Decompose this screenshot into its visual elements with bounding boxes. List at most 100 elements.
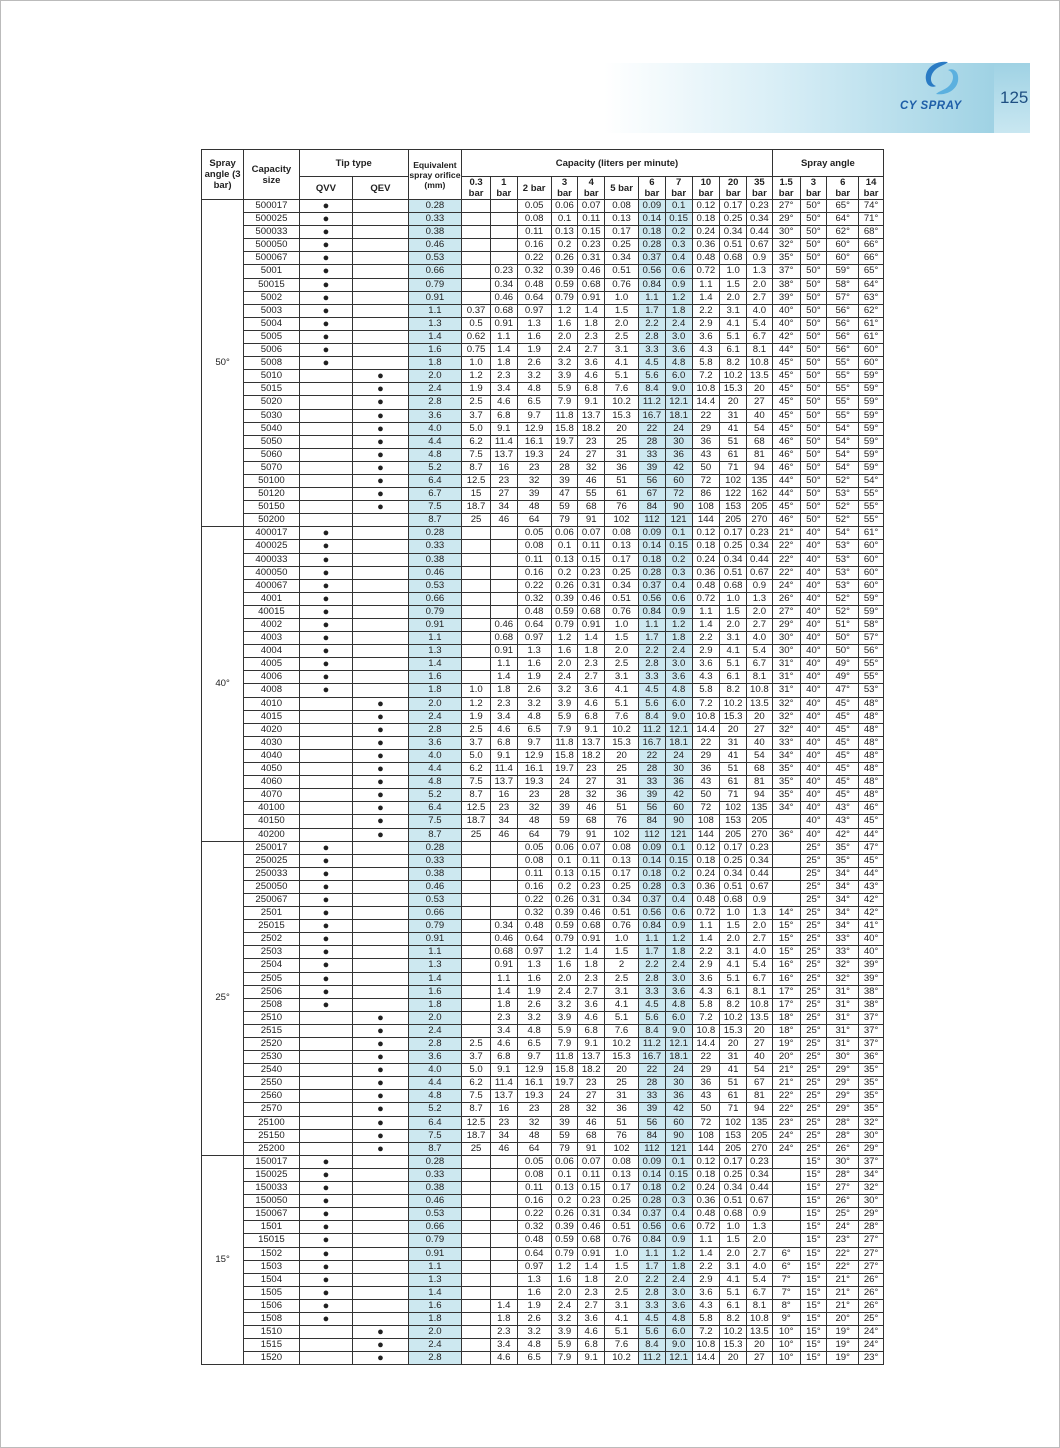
angle-cell: 35° — [771, 788, 801, 803]
capacity-cell: 0.59 — [550, 277, 579, 292]
capacity-cell: 3.2 — [550, 1311, 579, 1327]
angle-cell: 15° — [799, 1194, 828, 1209]
capacity-col-pressure: 6 — [649, 177, 655, 189]
capacity-cell: 81 — [746, 447, 773, 462]
qev-dot-icon: ● — [352, 762, 409, 777]
table-row: 2530 ● 3.6 3.7 6.8 9.7 11.8 13.7 15.3 16.7 18.1 22 3… — [202, 1050, 884, 1065]
qev-dot-icon: ● — [352, 1141, 409, 1156]
capacity-cell: 1.2 — [550, 631, 579, 646]
capacity-col-pressure: 0.3 — [469, 177, 483, 189]
header-capacity-size: Capacity size — [243, 149, 300, 200]
angle-cell: 30° — [826, 1154, 860, 1169]
capacity-cell: 3.6 — [691, 329, 721, 345]
capacity-cell: 25 — [604, 762, 640, 777]
angle-cell: 45° — [826, 775, 860, 790]
angle-cell: 55° — [826, 408, 860, 423]
capacity-cell: 27 — [746, 1036, 773, 1052]
capacity-cell: 5.8 — [691, 683, 721, 698]
capacity-cell: 0.36 — [691, 1194, 721, 1209]
capacity-cell: 2.0 — [550, 1285, 579, 1300]
angle-cell: 56° — [826, 329, 860, 345]
angle-cell: 20° — [826, 1311, 860, 1327]
capacity-cell: 15.3 — [719, 1338, 747, 1353]
angle-cell: 31° — [771, 670, 801, 685]
header-qvv: QVV — [298, 176, 354, 200]
capacity-col-pressure: 7 — [675, 177, 682, 189]
qvv-dot-icon: ● — [298, 984, 354, 999]
capacity-cell: 32 — [577, 460, 606, 475]
qvv-dot-icon: ● — [298, 225, 354, 240]
table-row: 40° 400017 ● 0.28 0.05 0.06 0.07 0.08 0.09 0.1 0.1… — [200, 526, 884, 842]
capacity-cell: 23 — [516, 1102, 552, 1117]
capacity-size-cell: 4015 — [243, 709, 300, 724]
angle-cell: 48° — [858, 775, 884, 790]
capacity-cell: 3.3 — [638, 670, 666, 685]
capacity-cell: 0.44 — [746, 1181, 773, 1196]
capacity-cell — [461, 1338, 491, 1353]
capacity-cell: 0.76 — [604, 1233, 640, 1248]
capacity-cell — [461, 1233, 491, 1248]
capacity-cell — [461, 892, 491, 908]
angle-cell — [771, 1194, 801, 1209]
angle-cell: 15° — [799, 1233, 828, 1248]
capacity-cell: 28 — [638, 434, 666, 449]
angle-cell: 28° — [826, 1115, 860, 1130]
angle-cell: 36° — [858, 1050, 884, 1065]
qvv-dot-icon: ● — [298, 631, 354, 646]
angle-cell: 24° — [858, 1325, 884, 1340]
angle-cell: 29° — [826, 1076, 860, 1091]
capacity-cell: 0.1 — [550, 539, 579, 554]
capacity-cell: 3.3 — [638, 343, 666, 358]
capacity-cell: 2.8 — [638, 971, 666, 986]
capacity-cell: 10.2 — [604, 1036, 640, 1052]
capacity-cell: 15.8 — [550, 748, 579, 764]
capacity-cell: 8.7 — [461, 788, 491, 803]
capacity-size-cell: 2540 — [243, 1063, 300, 1078]
capacity-size-cell: 5005 — [243, 329, 300, 345]
capacity-size-cell: 250025 — [243, 853, 300, 868]
qvv-dot-icon: ● — [298, 971, 354, 986]
orifice-cell: 0.33 — [407, 212, 463, 227]
capacity-cell: 0.51 — [719, 879, 747, 894]
angle-cell: 48° — [858, 709, 884, 724]
capacity-cell: 39 — [638, 1102, 666, 1117]
angle-cell: 22° — [771, 539, 801, 554]
qvv-dot-icon: ● — [298, 670, 354, 685]
capacity-cell: 7.9 — [550, 722, 579, 737]
qev-cell — [352, 932, 409, 947]
capacity-cell: 0.39 — [550, 1220, 579, 1235]
angle-cell: 17° — [771, 984, 801, 999]
capacity-cell: 0.13 — [550, 225, 579, 240]
qev-dot-icon: ● — [352, 408, 409, 423]
angle-cell: 45° — [826, 788, 860, 803]
qvv-cell — [298, 1010, 354, 1025]
table-row: 4010 ● 2.0 1.2 2.3 3.2 3.9 4.6 5.1 5.6 6.0 7.2 10.2 1… — [202, 696, 884, 711]
capacity-cell: 0.23 — [577, 879, 606, 894]
capacity-size-cell: 50015 — [243, 277, 300, 292]
capacity-size-cell: 2550 — [243, 1076, 300, 1091]
capacity-cell: 0.68 — [577, 277, 606, 292]
qev-cell — [352, 879, 409, 894]
angle-cell: 15° — [799, 1272, 828, 1287]
capacity-cell: 0.68 — [719, 578, 747, 593]
capacity-cell: 23 — [577, 434, 606, 449]
qvv-dot-icon: ● — [298, 238, 354, 253]
capacity-cell: 19.7 — [550, 1076, 579, 1091]
capacity-cell: 2.3 — [577, 329, 606, 345]
capacity-cell: 6.7 — [746, 329, 773, 345]
capacity-cell: 0.17 — [604, 866, 640, 881]
angle-cell: 30° — [771, 631, 801, 646]
angle-cell: 55° — [826, 369, 860, 384]
capacity-cell — [489, 225, 518, 240]
capacity-cell: 0.15 — [577, 225, 606, 240]
angle-cell: 47° — [858, 840, 884, 855]
qev-cell — [352, 1233, 409, 1248]
capacity-cell: 0.9 — [664, 1233, 693, 1248]
capacity-cell: 0.34 — [489, 919, 518, 934]
qvv-dot-icon: ● — [298, 329, 354, 345]
qev-cell — [352, 225, 409, 240]
angle-cell: 25° — [799, 1023, 828, 1039]
orifice-cell: 1.4 — [407, 657, 463, 672]
qev-cell — [352, 1259, 409, 1274]
capacity-cell: 0.2 — [550, 565, 579, 580]
